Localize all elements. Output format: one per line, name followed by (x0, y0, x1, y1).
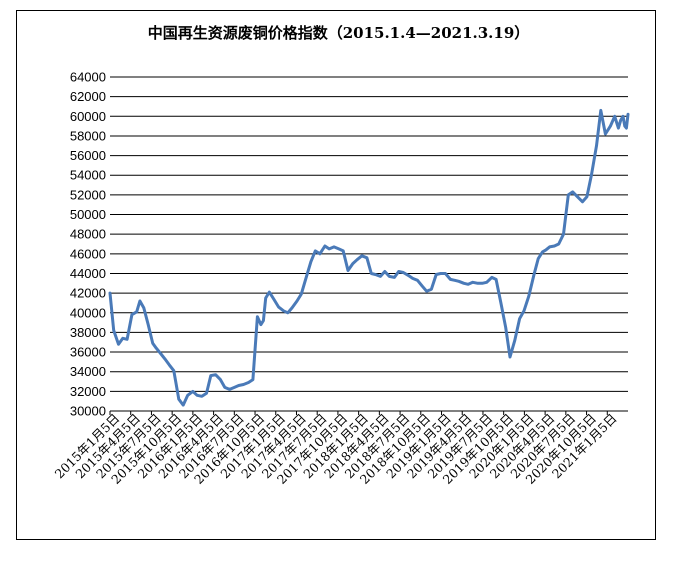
y-tick-label-32000: 32000 (70, 384, 106, 399)
y-tick-label-46000: 46000 (70, 246, 106, 261)
y-tick-label-38000: 38000 (70, 325, 106, 340)
chart-frame (16, 10, 656, 540)
y-tick-label-52000: 52000 (70, 187, 106, 202)
y-tick-label-44000: 44000 (70, 266, 106, 281)
series-layer (108, 108, 630, 407)
y-tick-label-34000: 34000 (70, 364, 106, 379)
y-tick-label-36000: 36000 (70, 345, 106, 360)
y-tick-label-60000: 60000 (70, 109, 106, 124)
y-tick-label-48000: 48000 (70, 227, 106, 242)
y-tick-label-64000: 64000 (70, 70, 106, 85)
x-axis (109, 410, 628, 415)
x-axis-tick-labels: 2015年1月5日2015年4月5日2015年7月5日2015年10月5日201… (52, 411, 620, 487)
y-tick-label-62000: 62000 (70, 89, 106, 104)
y-tick-label-56000: 56000 (70, 148, 106, 163)
chart-title: 中国再生资源废铜价格指数（2015.1.4—2021.3.19） (147, 24, 530, 42)
y-axis-tick-labels: 30000 32000 34000 36000 38000 40000 42000 44000… (70, 70, 106, 419)
y-tick-label-50000: 50000 (70, 207, 106, 222)
y-tick-label-54000: 54000 (70, 168, 106, 183)
series-line-0 (108, 108, 630, 407)
y-tick-label-58000: 58000 (70, 128, 106, 143)
y-tick-label-30000: 30000 (70, 404, 106, 419)
y-tick-label-42000: 42000 (70, 286, 106, 301)
y-tick-label-40000: 40000 (70, 305, 106, 320)
gridlines (110, 76, 628, 412)
